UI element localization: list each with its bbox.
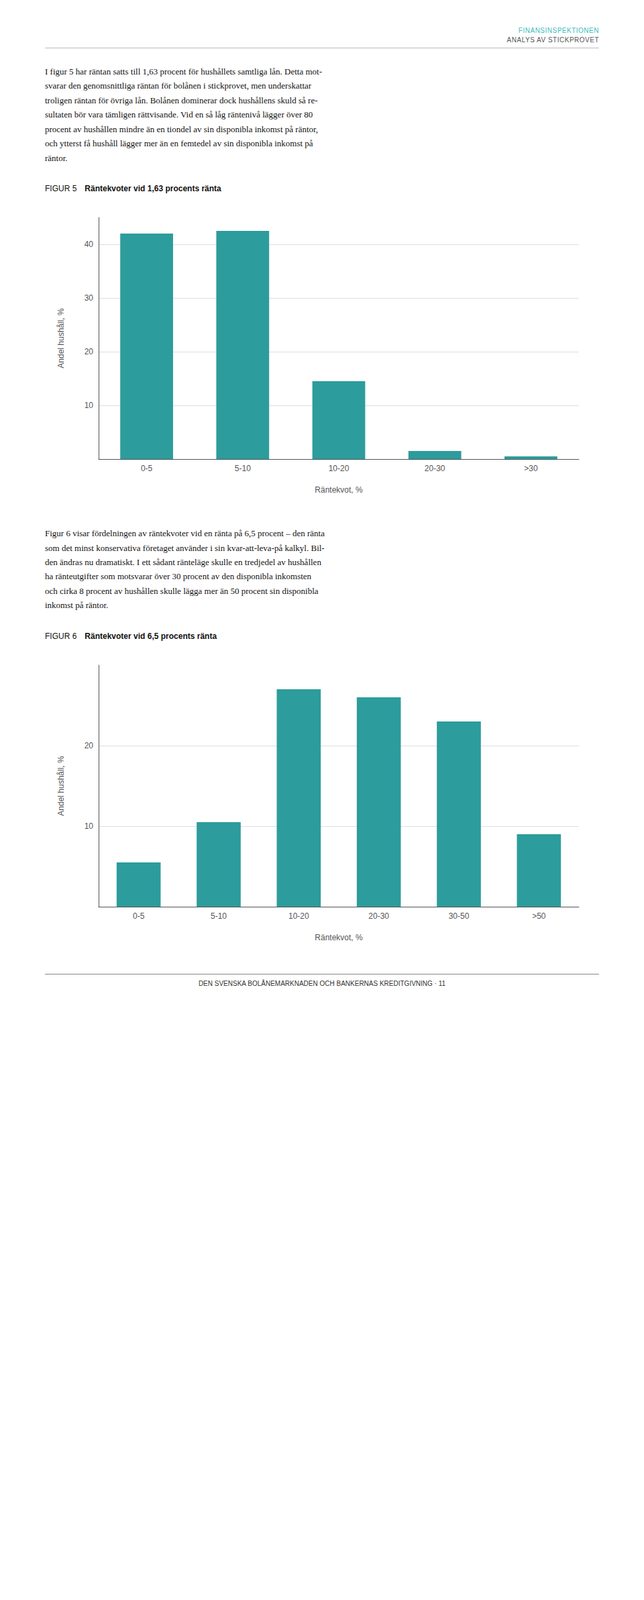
svg-text:Andel hushåll, %: Andel hushåll, % bbox=[56, 755, 66, 816]
html-text:Räntekvoter vid 1,63 procents: Räntekvoter vid 1,63 procents ränta bbox=[84, 183, 222, 194]
html-text:DEN SVENSKA BOLÅNEMARKNADEN OC: DEN SVENSKA BOLÅNEMARKNADEN OCH BANKERNA… bbox=[198, 979, 446, 987]
html-text:Räntekvoter vid 6,5 procents r: Räntekvoter vid 6,5 procents ränta bbox=[84, 631, 217, 641]
svg-text:20-30: 20-30 bbox=[368, 910, 390, 921]
svg-text:20: 20 bbox=[84, 346, 94, 357]
svg-text:>50: >50 bbox=[531, 910, 547, 921]
svg-text:5-10: 5-10 bbox=[210, 910, 227, 921]
svg-text:Räntekvot, %: Räntekvot, % bbox=[314, 932, 363, 942]
html-text:Figur 6 visar fördelningen av: Figur 6 visar fördelningen av räntekvote… bbox=[44, 528, 325, 610]
svg-text:10: 10 bbox=[84, 400, 94, 410]
html-text:ANALYS AV STICKPROVET: ANALYS AV STICKPROVET bbox=[506, 36, 600, 44]
svg-text:20: 20 bbox=[84, 740, 94, 750]
svg-text:30: 30 bbox=[84, 293, 94, 303]
svg-text:0-5: 0-5 bbox=[132, 910, 145, 921]
svg-text:40: 40 bbox=[84, 239, 94, 249]
svg-text:10-20: 10-20 bbox=[328, 463, 350, 473]
html-text:FIGUR 6: FIGUR 6 bbox=[44, 631, 77, 641]
html-text:FIGUR 5: FIGUR 5 bbox=[44, 183, 77, 194]
html-text:I figur 5 har räntan satts til: I figur 5 har räntan satts till 1,63 pro… bbox=[44, 66, 322, 163]
svg-text:10: 10 bbox=[84, 821, 94, 831]
svg-text:30-50: 30-50 bbox=[448, 910, 470, 921]
html-text:FINANSINSPEKTIONEN: FINANSINSPEKTIONEN bbox=[518, 26, 600, 35]
svg-text:Andel hushåll, %: Andel hushåll, % bbox=[56, 307, 66, 369]
svg-text:5-10: 5-10 bbox=[234, 463, 251, 473]
svg-text:Räntekvot, %: Räntekvot, % bbox=[314, 485, 363, 495]
svg-text:20-30: 20-30 bbox=[424, 463, 446, 473]
svg-text:0-5: 0-5 bbox=[140, 463, 153, 473]
svg-text:10-20: 10-20 bbox=[288, 910, 310, 921]
svg-text:>30: >30 bbox=[523, 463, 539, 473]
